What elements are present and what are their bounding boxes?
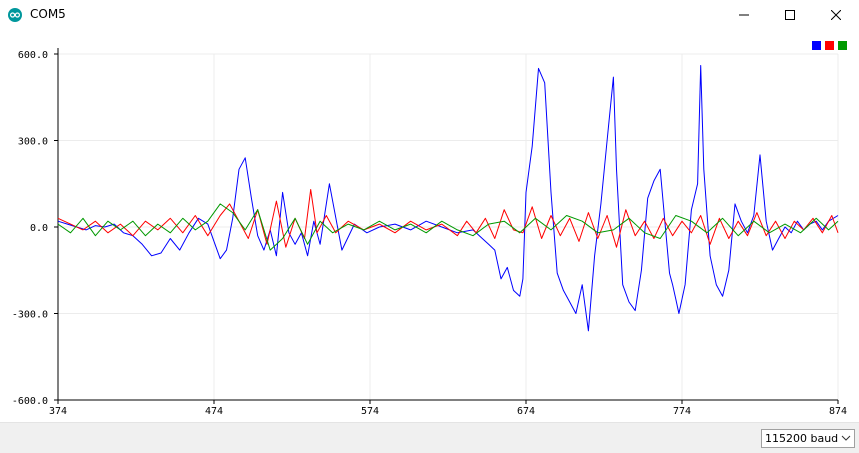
legend [812, 41, 847, 50]
serial-plotter: 374 474 574 674 774 874 600.0 300.0 0.0 -300.0 -60… [0, 30, 859, 422]
baud-rate-value: 115200 baud [765, 432, 839, 445]
y-tick-label: 600.0 [18, 50, 48, 61]
window-title: COM5 [30, 7, 66, 21]
baud-rate-select[interactable]: 115200 baud [761, 429, 855, 448]
title-bar: COM5 [0, 0, 859, 30]
x-tick-label: 674 [517, 406, 535, 417]
series-line-2 [57, 189, 839, 248]
maximize-icon [785, 10, 795, 20]
series-line-3 [57, 203, 839, 251]
x-tick-label: 774 [673, 406, 691, 417]
x-tick-label: 474 [205, 406, 223, 417]
y-tick-label: -300.0 [12, 310, 48, 321]
legend-swatch-3 [838, 41, 847, 50]
axes [54, 48, 839, 404]
arduino-icon [8, 8, 22, 22]
minimize-button[interactable] [721, 0, 767, 30]
close-button[interactable] [813, 0, 859, 30]
x-tick-label: 374 [49, 406, 67, 417]
y-tick-label: 0.0 [30, 223, 48, 234]
x-tick-label: 874 [829, 406, 847, 417]
plot-canvas: 374 474 574 674 774 874 600.0 300.0 0.0 -300.0 -60… [12, 41, 847, 417]
legend-swatch-1 [812, 41, 821, 50]
footer-bar: 115200 baud [0, 422, 859, 453]
tick-labels: 374 474 574 674 774 874 600.0 300.0 0.0 -300.0 -60… [12, 50, 847, 417]
series-line-1 [57, 65, 839, 332]
chevron-down-icon [841, 435, 851, 441]
y-tick-label: -600.0 [12, 396, 48, 407]
minimize-icon [739, 14, 749, 16]
maximize-button[interactable] [767, 0, 813, 30]
y-tick-label: 300.0 [18, 137, 48, 148]
series-lines [57, 65, 839, 332]
close-icon [831, 10, 841, 20]
x-tick-label: 574 [361, 406, 379, 417]
legend-swatch-2 [825, 41, 834, 50]
